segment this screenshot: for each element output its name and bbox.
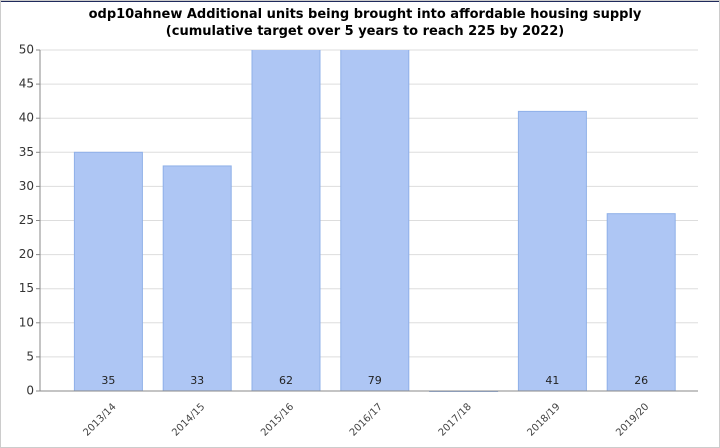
bar [340,50,410,392]
bar [73,151,143,392]
x-tick-label: 2013/14 [81,401,118,438]
chart-title: odp10ahnew Additional units being brough… [89,7,642,39]
y-tick-label: 50 [19,43,34,57]
y-tick-label: 40 [19,111,34,125]
value-label: 41 [545,374,559,387]
bar [606,213,676,392]
x-tick-label: 2019/20 [614,401,651,438]
x-tick-label: 2016/17 [348,401,385,438]
x-tick-label: 2017/18 [437,401,474,438]
bar [162,165,232,392]
value-label: 26 [634,374,648,387]
y-tick-label: 25 [19,213,34,227]
y-tick-label: 10 [19,315,34,329]
x-tick-label: 2015/16 [259,401,296,438]
y-tick-label: 45 [19,77,34,91]
y-tick-label: 20 [19,247,34,261]
y-tick-label: 0 [26,384,34,398]
bar [251,50,321,392]
y-tick-label: 35 [19,145,34,159]
value-label: 35 [101,374,115,387]
value-label: 62 [279,374,293,387]
y-tick-label: 15 [19,281,34,295]
x-tick-label: 2018/19 [525,401,562,438]
bars [73,50,676,392]
value-label: 33 [190,374,204,387]
y-tick-label: 5 [26,349,34,363]
value-label: 79 [368,374,382,387]
bar [517,110,587,392]
y-tick-label: 30 [19,179,34,193]
x-tick-label: 2014/15 [170,401,207,438]
